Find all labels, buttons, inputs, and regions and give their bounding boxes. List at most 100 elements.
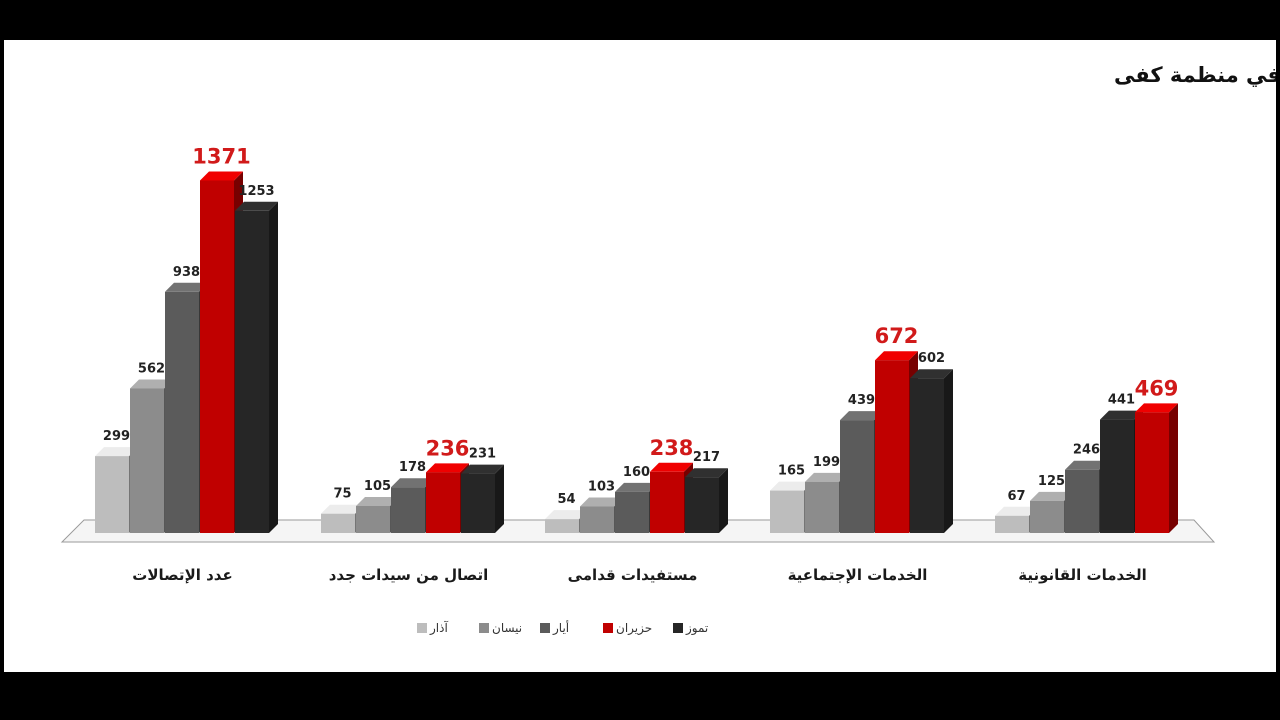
bar-top: [95, 447, 138, 457]
bars-group: [95, 171, 1178, 534]
data-label: 469: [1135, 376, 1179, 400]
bar-front: [235, 210, 269, 534]
legend-swatch: [673, 623, 683, 633]
category-label: مستفيدات قدامى: [568, 566, 698, 584]
bar-front: [1030, 500, 1064, 533]
category-labels-group: عدد الإتصالات اتصال من سيدات جدد مستفيدات …: [132, 566, 1147, 584]
bar-top: [1135, 403, 1178, 413]
bar-top: [426, 463, 469, 473]
bar-top: [235, 201, 278, 211]
bar-front: [650, 471, 684, 533]
data-label: 439: [848, 393, 875, 408]
legend-label: آذار: [429, 620, 448, 636]
bar-front: [545, 519, 579, 533]
legend-label: أيار: [552, 620, 569, 636]
bar-top: [130, 379, 173, 389]
data-label: 672: [875, 324, 919, 348]
bar: [461, 464, 504, 533]
category-label: اتصال من سيدات جدد: [329, 566, 489, 584]
bar: [1135, 403, 1178, 533]
legend-item: تموز: [673, 621, 708, 636]
data-label: 75: [333, 487, 351, 502]
category-label: الخدمات الإجتماعية: [788, 566, 928, 584]
data-label: 178: [399, 460, 426, 475]
bar-top: [1100, 410, 1143, 420]
data-label: 602: [918, 351, 945, 366]
bar-side: [269, 201, 278, 534]
data-label: 165: [778, 464, 805, 479]
bar-front: [770, 490, 804, 533]
bar-front: [615, 491, 649, 533]
bar-front: [1135, 412, 1169, 533]
bar-top: [875, 351, 918, 361]
bar-front: [461, 473, 495, 533]
bar-front: [426, 472, 460, 533]
data-label: 199: [813, 455, 840, 470]
bar-front: [130, 388, 164, 533]
bar-front: [1100, 419, 1134, 533]
bar-top: [685, 468, 728, 478]
bar-top: [356, 497, 399, 506]
bar-front: [685, 477, 719, 533]
bar-top: [770, 481, 813, 491]
legend-item: آذار: [417, 620, 448, 636]
bar-top: [545, 510, 588, 520]
data-label: 105: [364, 479, 391, 494]
bar-front: [391, 487, 425, 533]
bar-front: [840, 420, 874, 533]
data-label: 238: [650, 436, 694, 460]
bar: [235, 201, 278, 534]
bar-top: [910, 369, 953, 379]
bar-front: [995, 515, 1029, 533]
chart-title: تصاعد وتيرة العنف خلال الأشهر الخمسة للح…: [1114, 61, 1276, 87]
category-label: عدد الإتصالات: [132, 566, 232, 584]
data-label: 562: [138, 361, 165, 376]
chart-panel: تصاعد وتيرة العنف خلال الأشهر الخمسة للح…: [4, 40, 1276, 672]
bar-chart: تصاعد وتيرة العنف خلال الأشهر الخمسة للح…: [60, 61, 1276, 636]
data-label: 217: [693, 450, 720, 465]
data-label: 938: [173, 265, 200, 280]
bar-top: [580, 497, 623, 507]
data-label: 125: [1038, 474, 1065, 489]
data-label: 67: [1007, 489, 1025, 504]
legend-swatch: [479, 623, 489, 633]
bar-top: [391, 478, 434, 488]
data-label: 1253: [238, 184, 274, 199]
data-label: 441: [1108, 393, 1135, 408]
bar-top: [995, 506, 1038, 516]
data-label: 103: [588, 480, 615, 495]
bar-front: [1065, 469, 1099, 533]
data-label: 1371: [192, 144, 250, 168]
bar-top: [200, 171, 243, 181]
bar: [685, 468, 728, 533]
bar-top: [650, 462, 693, 472]
bar-front: [165, 291, 199, 533]
bar-front: [580, 506, 614, 533]
bar-top: [615, 482, 658, 492]
legend-item: نيسان: [479, 621, 522, 635]
bar-top: [321, 504, 364, 514]
data-label: 246: [1073, 443, 1100, 458]
legend: آذار نيسان أيار حزيران تموز: [417, 620, 708, 636]
bar-front: [356, 506, 390, 533]
legend-swatch: [603, 623, 613, 633]
bar-side: [495, 464, 504, 533]
bar-top: [805, 472, 848, 482]
bar-front: [805, 481, 839, 533]
bar-top: [1065, 460, 1108, 470]
bar-top: [840, 411, 883, 421]
bar-side: [1169, 403, 1178, 533]
bar-front: [875, 360, 909, 533]
bar: [910, 369, 953, 533]
bar-front: [200, 180, 234, 533]
bar-front: [910, 378, 944, 533]
bar-top: [1030, 491, 1073, 501]
category-label: الخدمات القانونية: [1018, 566, 1147, 584]
data-label: 231: [469, 447, 496, 462]
bar-side: [719, 468, 728, 533]
bar-side: [944, 369, 953, 533]
bar-front: [321, 513, 355, 533]
bar-top: [165, 282, 208, 292]
legend-swatch: [540, 623, 550, 633]
